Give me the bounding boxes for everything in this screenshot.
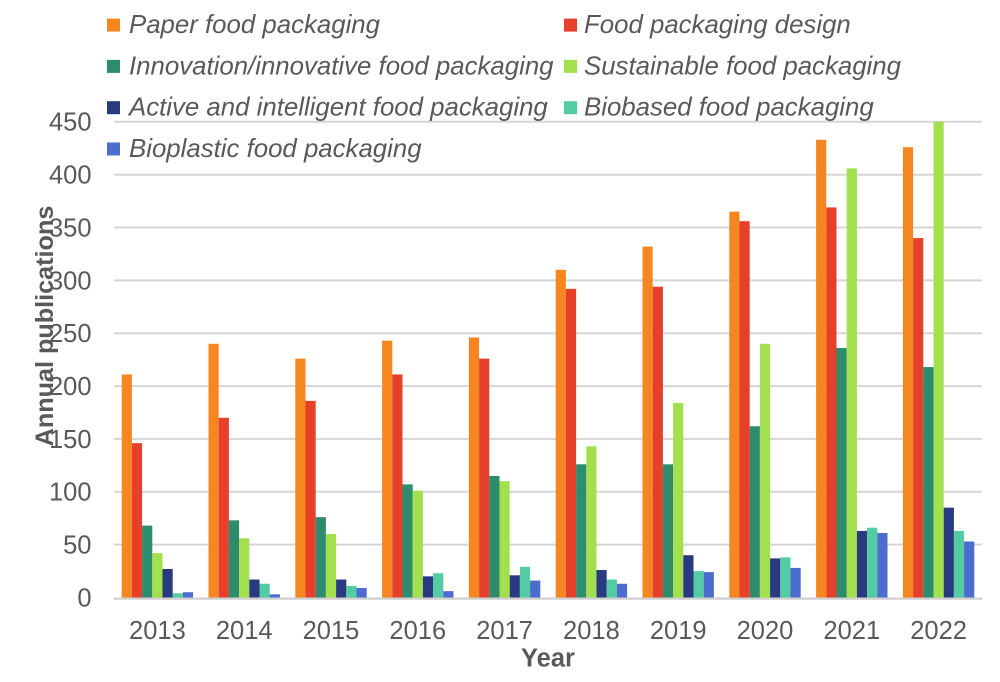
svg-text:150: 150: [49, 426, 92, 454]
svg-text:400: 400: [49, 162, 92, 190]
svg-text:2018: 2018: [563, 617, 620, 645]
svg-text:2015: 2015: [303, 617, 360, 645]
svg-text:2020: 2020: [737, 617, 794, 645]
svg-text:2022: 2022: [910, 617, 967, 645]
svg-text:2021: 2021: [823, 617, 880, 645]
svg-text:450: 450: [49, 109, 92, 137]
svg-text:Biobased food packaging: Biobased food packaging: [584, 94, 874, 122]
svg-text:Bioplastic food packaging: Bioplastic food packaging: [129, 135, 422, 163]
svg-text:Sustainable food packaging: Sustainable food packaging: [584, 52, 902, 80]
svg-text:2014: 2014: [216, 617, 273, 645]
svg-text:Year: Year: [521, 645, 575, 673]
svg-text:Paper food packaging: Paper food packaging: [129, 11, 381, 39]
svg-text:2017: 2017: [476, 617, 533, 645]
svg-text:0: 0: [77, 584, 91, 612]
svg-text:2013: 2013: [129, 617, 186, 645]
svg-text:Food packaging design: Food packaging design: [584, 11, 851, 39]
svg-text:100: 100: [49, 479, 92, 507]
svg-text:2016: 2016: [389, 617, 446, 645]
svg-text:300: 300: [49, 267, 92, 295]
svg-text:Active and intelligent food pa: Active and intelligent food packaging: [127, 94, 548, 122]
svg-text:Innovation/innovative food pac: Innovation/innovative food packaging: [129, 52, 554, 80]
svg-text:250: 250: [49, 320, 92, 348]
svg-text:200: 200: [49, 373, 92, 401]
svg-text:350: 350: [49, 214, 92, 242]
svg-text:2019: 2019: [650, 617, 707, 645]
svg-text:50: 50: [63, 532, 91, 560]
svg-text:Annual publications: Annual publications: [31, 206, 59, 447]
